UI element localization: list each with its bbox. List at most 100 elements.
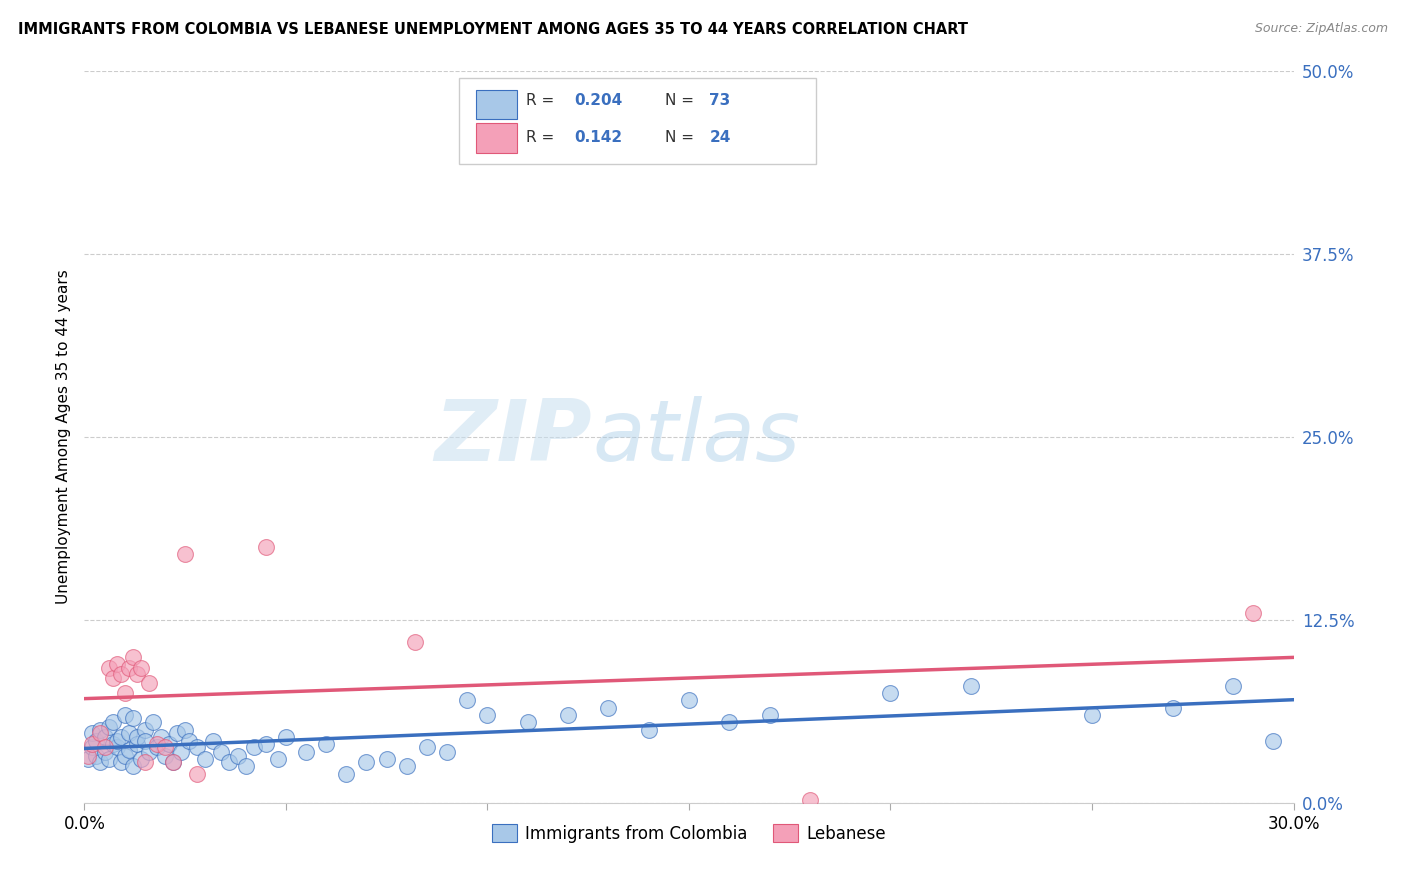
- Point: [146, 740, 169, 755]
- Point: [118, 661, 141, 675]
- Text: 73: 73: [710, 93, 731, 108]
- Point: [879, 686, 901, 700]
- Point: [89, 723, 111, 737]
- Point: [162, 755, 184, 769]
- Point: [436, 745, 458, 759]
- Point: [97, 661, 120, 675]
- Point: [153, 749, 176, 764]
- Point: [97, 720, 120, 734]
- Point: [218, 755, 240, 769]
- Point: [110, 667, 132, 681]
- Point: [1263, 734, 1285, 748]
- Point: [118, 725, 141, 739]
- Point: [114, 686, 136, 700]
- Point: [242, 740, 264, 755]
- Point: [142, 715, 165, 730]
- Point: [129, 752, 152, 766]
- Point: [138, 745, 160, 759]
- Point: [179, 734, 201, 748]
- Point: [86, 734, 108, 748]
- Text: 24: 24: [710, 129, 731, 145]
- Point: [274, 730, 297, 744]
- Point: [82, 725, 104, 739]
- Text: 0.204: 0.204: [574, 93, 623, 108]
- Point: [89, 755, 111, 769]
- Point: [1241, 606, 1264, 620]
- Point: [125, 737, 148, 751]
- Text: 0.142: 0.142: [574, 129, 623, 145]
- Text: R =: R =: [526, 129, 558, 145]
- FancyBboxPatch shape: [460, 78, 815, 164]
- Text: N =: N =: [665, 93, 699, 108]
- Point: [416, 740, 439, 755]
- Point: [404, 635, 426, 649]
- Point: [718, 715, 741, 730]
- Point: [114, 749, 136, 764]
- Point: [254, 540, 277, 554]
- Point: [77, 749, 100, 764]
- Point: [209, 745, 232, 759]
- Point: [477, 708, 499, 723]
- Point: [121, 649, 143, 664]
- Point: [162, 755, 184, 769]
- Point: [315, 737, 337, 751]
- Point: [598, 700, 620, 714]
- Point: [110, 755, 132, 769]
- Point: [101, 737, 124, 751]
- Point: [267, 752, 290, 766]
- Legend: Immigrants from Colombia, Lebanese: Immigrants from Colombia, Lebanese: [485, 818, 893, 849]
- Y-axis label: Unemployment Among Ages 35 to 44 years: Unemployment Among Ages 35 to 44 years: [56, 269, 72, 605]
- Point: [146, 737, 169, 751]
- Point: [186, 766, 208, 780]
- Point: [121, 711, 143, 725]
- Point: [235, 759, 257, 773]
- Point: [93, 730, 115, 744]
- Text: IMMIGRANTS FROM COLOMBIA VS LEBANESE UNEMPLOYMENT AMONG AGES 35 TO 44 YEARS CORR: IMMIGRANTS FROM COLOMBIA VS LEBANESE UNE…: [18, 22, 969, 37]
- Point: [82, 740, 104, 755]
- Point: [1161, 700, 1184, 714]
- Point: [97, 752, 120, 766]
- Text: atlas: atlas: [592, 395, 800, 479]
- Point: [456, 693, 478, 707]
- Point: [1081, 708, 1104, 723]
- Point: [395, 759, 418, 773]
- Point: [516, 715, 538, 730]
- Point: [93, 740, 115, 755]
- Point: [149, 730, 172, 744]
- Point: [226, 749, 249, 764]
- Point: [153, 740, 176, 755]
- Point: [125, 667, 148, 681]
- Point: [157, 737, 180, 751]
- Point: [758, 708, 780, 723]
- Point: [170, 745, 193, 759]
- Point: [335, 766, 357, 780]
- Point: [375, 752, 398, 766]
- Point: [93, 745, 115, 759]
- Point: [86, 749, 108, 764]
- Point: [129, 661, 152, 675]
- Point: [254, 737, 277, 751]
- Text: ZIP: ZIP: [434, 395, 592, 479]
- Point: [101, 672, 124, 686]
- Point: [82, 737, 104, 751]
- Text: Source: ZipAtlas.com: Source: ZipAtlas.com: [1254, 22, 1388, 36]
- Point: [138, 676, 160, 690]
- Point: [202, 734, 225, 748]
- Point: [105, 734, 128, 748]
- Point: [799, 793, 821, 807]
- Point: [110, 730, 132, 744]
- Point: [121, 759, 143, 773]
- Point: [105, 657, 128, 671]
- Point: [194, 752, 217, 766]
- Point: [134, 734, 156, 748]
- FancyBboxPatch shape: [477, 89, 517, 119]
- Point: [557, 708, 579, 723]
- Point: [105, 740, 128, 755]
- Point: [114, 708, 136, 723]
- Point: [960, 679, 983, 693]
- Point: [186, 740, 208, 755]
- Point: [134, 755, 156, 769]
- Text: R =: R =: [526, 93, 558, 108]
- Point: [356, 755, 378, 769]
- Point: [637, 723, 659, 737]
